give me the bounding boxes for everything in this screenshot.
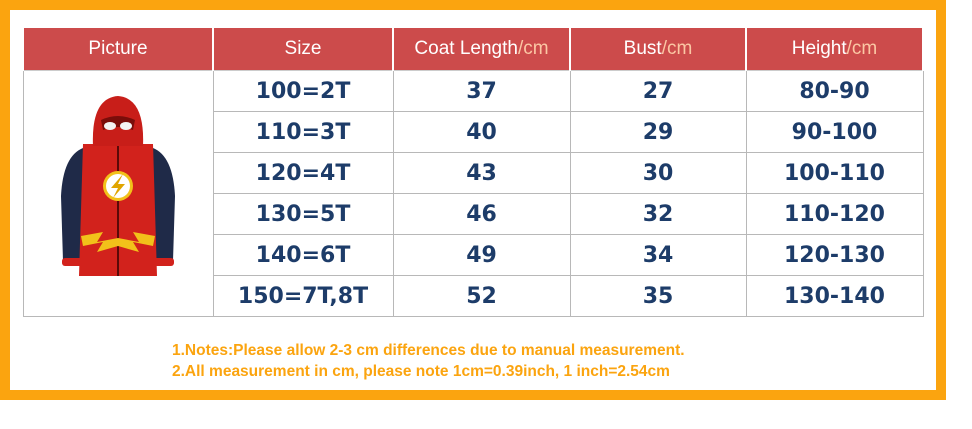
cell-height: 110-120 xyxy=(745,193,924,235)
cell-bust: 30 xyxy=(569,152,747,194)
header-picture: Picture xyxy=(22,26,214,71)
note-line-1: 1.Notes:Please allow 2-3 cm differences … xyxy=(172,342,685,359)
unit-label: /cm xyxy=(846,38,878,59)
notes: 1.Notes:Please allow 2-3 cm differences … xyxy=(172,340,685,382)
cell-height: 120-130 xyxy=(745,234,924,276)
hoodie-illustration xyxy=(61,95,175,276)
header-height-label: Height xyxy=(791,38,847,59)
cell-size: 140=6T xyxy=(212,234,394,276)
cell-height: 90-100 xyxy=(745,111,924,153)
picture-cell xyxy=(22,70,214,317)
header-bust: Bust/cm xyxy=(569,26,747,71)
header-row: Picture Size Coat Length/cm Bust/cm Heig… xyxy=(22,26,924,71)
table-row: 150=7T,8T 52 35 130-140 xyxy=(23,275,924,317)
table-row: 140=6T 49 34 120-130 xyxy=(23,234,924,276)
cell-bust: 29 xyxy=(569,111,747,153)
header-bust-label: Bust xyxy=(623,38,662,59)
table-row: 100=2T 37 27 80-90 xyxy=(22,70,924,317)
unit-label: /cm xyxy=(517,38,549,59)
cell-size: 120=4T xyxy=(212,152,394,194)
cell-size: 130=5T xyxy=(212,193,394,235)
unit-label: /cm xyxy=(661,38,693,59)
header-coat-length-label: Coat Length xyxy=(414,38,518,59)
table-row: 130=5T 46 32 110-120 xyxy=(23,193,924,235)
cell-height: 100-110 xyxy=(745,152,924,194)
cell-coat-length: 52 xyxy=(392,275,571,317)
header-coat-length: Coat Length/cm xyxy=(392,26,571,71)
header-height: Height/cm xyxy=(745,26,924,71)
size-chart-panel: Picture Size Coat Length/cm Bust/cm Heig… xyxy=(10,10,936,390)
cell-bust: 35 xyxy=(569,275,747,317)
note-line-2: 2.All measurement in cm, please note 1cm… xyxy=(172,363,670,380)
cell-bust: 34 xyxy=(569,234,747,276)
cell-size: 150=7T,8T xyxy=(212,275,394,317)
cell-coat-length: 46 xyxy=(392,193,571,235)
cell-coat-length: 43 xyxy=(392,152,571,194)
cell-coat-length: 37 xyxy=(392,70,571,112)
cell-coat-length: 40 xyxy=(392,111,571,153)
cell-size: 100=2T xyxy=(212,70,394,112)
cell-size: 110=3T xyxy=(212,111,394,153)
cell-coat-length: 49 xyxy=(392,234,571,276)
cell-bust: 27 xyxy=(569,70,747,112)
cell-height: 130-140 xyxy=(745,275,924,317)
header-size: Size xyxy=(212,26,394,71)
cell-height: 80-90 xyxy=(745,70,924,112)
cell-bust: 32 xyxy=(569,193,747,235)
size-table: Picture Size Coat Length/cm Bust/cm Heig… xyxy=(22,26,924,317)
